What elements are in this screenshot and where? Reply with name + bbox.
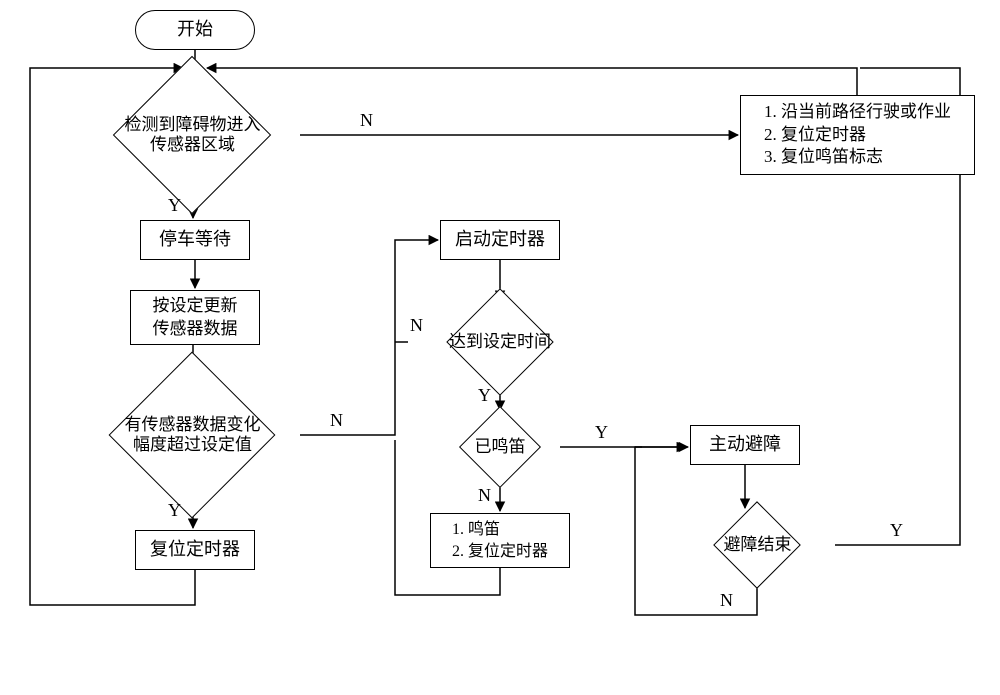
d4-y-label: Y	[595, 422, 608, 443]
decision-avoid-end: 避障结束	[680, 510, 835, 580]
process-stop-wait: 停车等待	[140, 220, 250, 260]
d3-label: 达到设定时间	[449, 332, 551, 352]
d5-label: 避障结束	[724, 535, 792, 555]
start-label: 开始	[177, 18, 213, 41]
process-start-timer: 启动定时器	[440, 220, 560, 260]
d3-y-label: Y	[478, 385, 491, 406]
d4-n-label: N	[478, 485, 491, 506]
d5-y-label: Y	[890, 520, 903, 541]
p-stop-label: 停车等待	[159, 228, 231, 251]
decision-detect-obstacle: 检测到障碍物进入 传感器区域	[85, 80, 300, 190]
d1-label: 检测到障碍物进入 传感器区域	[125, 115, 261, 156]
decision-sensor-change: 有传感器数据变化 幅度超过设定值	[85, 375, 300, 495]
decision-horn-done: 已鸣笛	[440, 412, 560, 482]
decision-time-reached: 达到设定时间	[408, 302, 592, 382]
start-node: 开始	[135, 10, 255, 50]
p-actions-label: 1. 沿当前路径行驶或作业 2. 复位定时器 3. 复位鸣笛标志	[754, 95, 961, 176]
p-start-timer-label: 启动定时器	[455, 228, 545, 251]
d2-n-label: N	[330, 410, 343, 431]
p-update-label: 按设定更新 传感器数据	[153, 295, 238, 339]
process-update-sensor: 按设定更新 传感器数据	[130, 290, 260, 345]
d1-n-label: N	[360, 110, 373, 131]
d2-y-label: Y	[168, 500, 181, 521]
p-horn-label: 1. 鸣笛 2. 复位定时器	[442, 513, 558, 568]
process-active-avoid: 主动避障	[690, 425, 800, 465]
p-avoid-label: 主动避障	[709, 433, 781, 456]
process-resume-actions: 1. 沿当前路径行驶或作业 2. 复位定时器 3. 复位鸣笛标志	[740, 95, 975, 175]
d5-n-label: N	[720, 590, 733, 611]
d1-y-label: Y	[168, 195, 181, 216]
process-horn-reset: 1. 鸣笛 2. 复位定时器	[430, 513, 570, 568]
d3-n-label: N	[410, 315, 423, 336]
process-reset-timer: 复位定时器	[135, 530, 255, 570]
p-reset-label: 复位定时器	[150, 538, 240, 561]
d4-label: 已鸣笛	[475, 437, 526, 457]
d2-label: 有传感器数据变化 幅度超过设定值	[125, 415, 261, 456]
